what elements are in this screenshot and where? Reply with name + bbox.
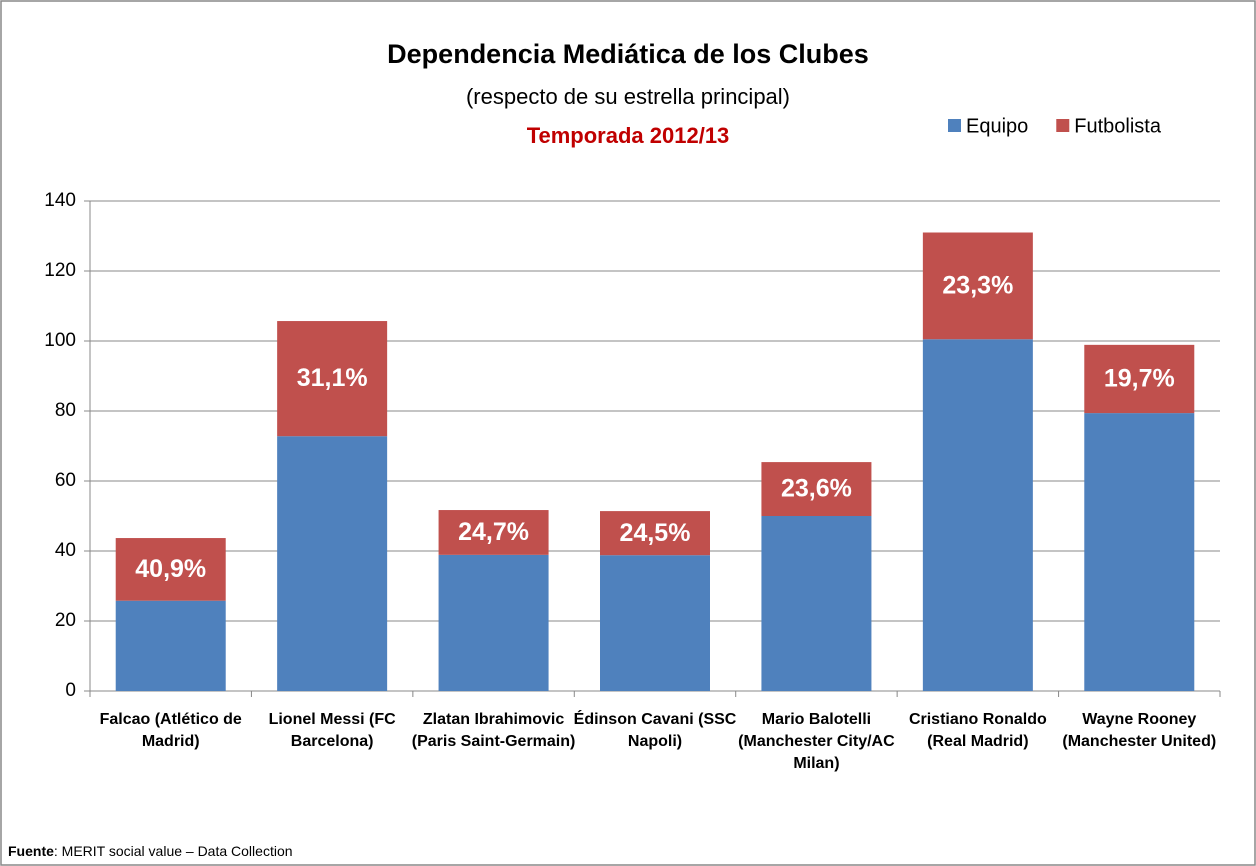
x-tick-label: Édinson Cavani (SSC Napoli) (573, 711, 737, 750)
data-label: 23,3% (942, 271, 1013, 299)
bar-segment (277, 436, 388, 691)
data-label: 24,5% (620, 519, 691, 547)
y-tick-label: 60 (55, 470, 76, 491)
x-tick-label: Cristiano Ronaldo (Real Madrid) (908, 711, 1047, 750)
bar-segment (600, 511, 710, 556)
chart-title: Dependencia Mediática de los Clubes (387, 39, 869, 69)
y-tick-label: 0 (65, 680, 76, 701)
data-label: 40,9% (135, 555, 206, 583)
data-label: 24,7% (458, 518, 529, 546)
x-tick-label: Wayne Rooney (Manchester United) (1062, 711, 1217, 750)
bar-segment (922, 232, 1033, 340)
y-tick-label: 120 (44, 260, 76, 281)
source: Fuente: MERIT social value – Data Collec… (8, 843, 293, 859)
data-label: 31,1% (297, 364, 368, 392)
y-tick-label: 40 (55, 540, 76, 561)
source-label: Fuente (8, 843, 54, 859)
legend-label: Futbolista (1074, 115, 1162, 137)
x-tick-label: Zlatan Ibrahimovic (Paris Saint-Germain) (411, 711, 576, 750)
data-label: 23,6% (781, 475, 852, 503)
season: Temporada 2012/13 (527, 123, 730, 148)
source-text: : MERIT social value – Data Collection (53, 843, 293, 859)
legend-swatch (1056, 119, 1070, 132)
bar-segment (600, 555, 710, 691)
y-tick-label: 140 (44, 190, 76, 211)
y-tick-label: 80 (55, 400, 76, 421)
legend-label: Equipo (966, 115, 1028, 137)
bar-segment (1084, 413, 1195, 691)
bar-segment (115, 538, 226, 601)
bar-segment (438, 510, 549, 555)
bar-segment (438, 554, 549, 691)
x-tick-label: Mario Balotelli (Manchester City/AC Mila… (738, 711, 895, 772)
x-tick-label: Lionel Messi (FC Barcelona) (268, 711, 396, 750)
bar-segment (922, 339, 1033, 691)
bar-segment (761, 462, 872, 516)
bar-segment (761, 516, 872, 691)
bar-segment (277, 321, 388, 437)
x-tick-label: Falcao (Atlético de Madrid) (99, 711, 242, 750)
data-label: 19,7% (1104, 365, 1175, 393)
chart-subtitle: (respecto de su estrella principal) (466, 84, 790, 109)
y-tick-label: 100 (44, 330, 76, 351)
bar-segment (115, 600, 226, 691)
legend-swatch (948, 119, 961, 132)
y-tick-label: 20 (55, 610, 76, 631)
bar-segment (1084, 344, 1195, 414)
